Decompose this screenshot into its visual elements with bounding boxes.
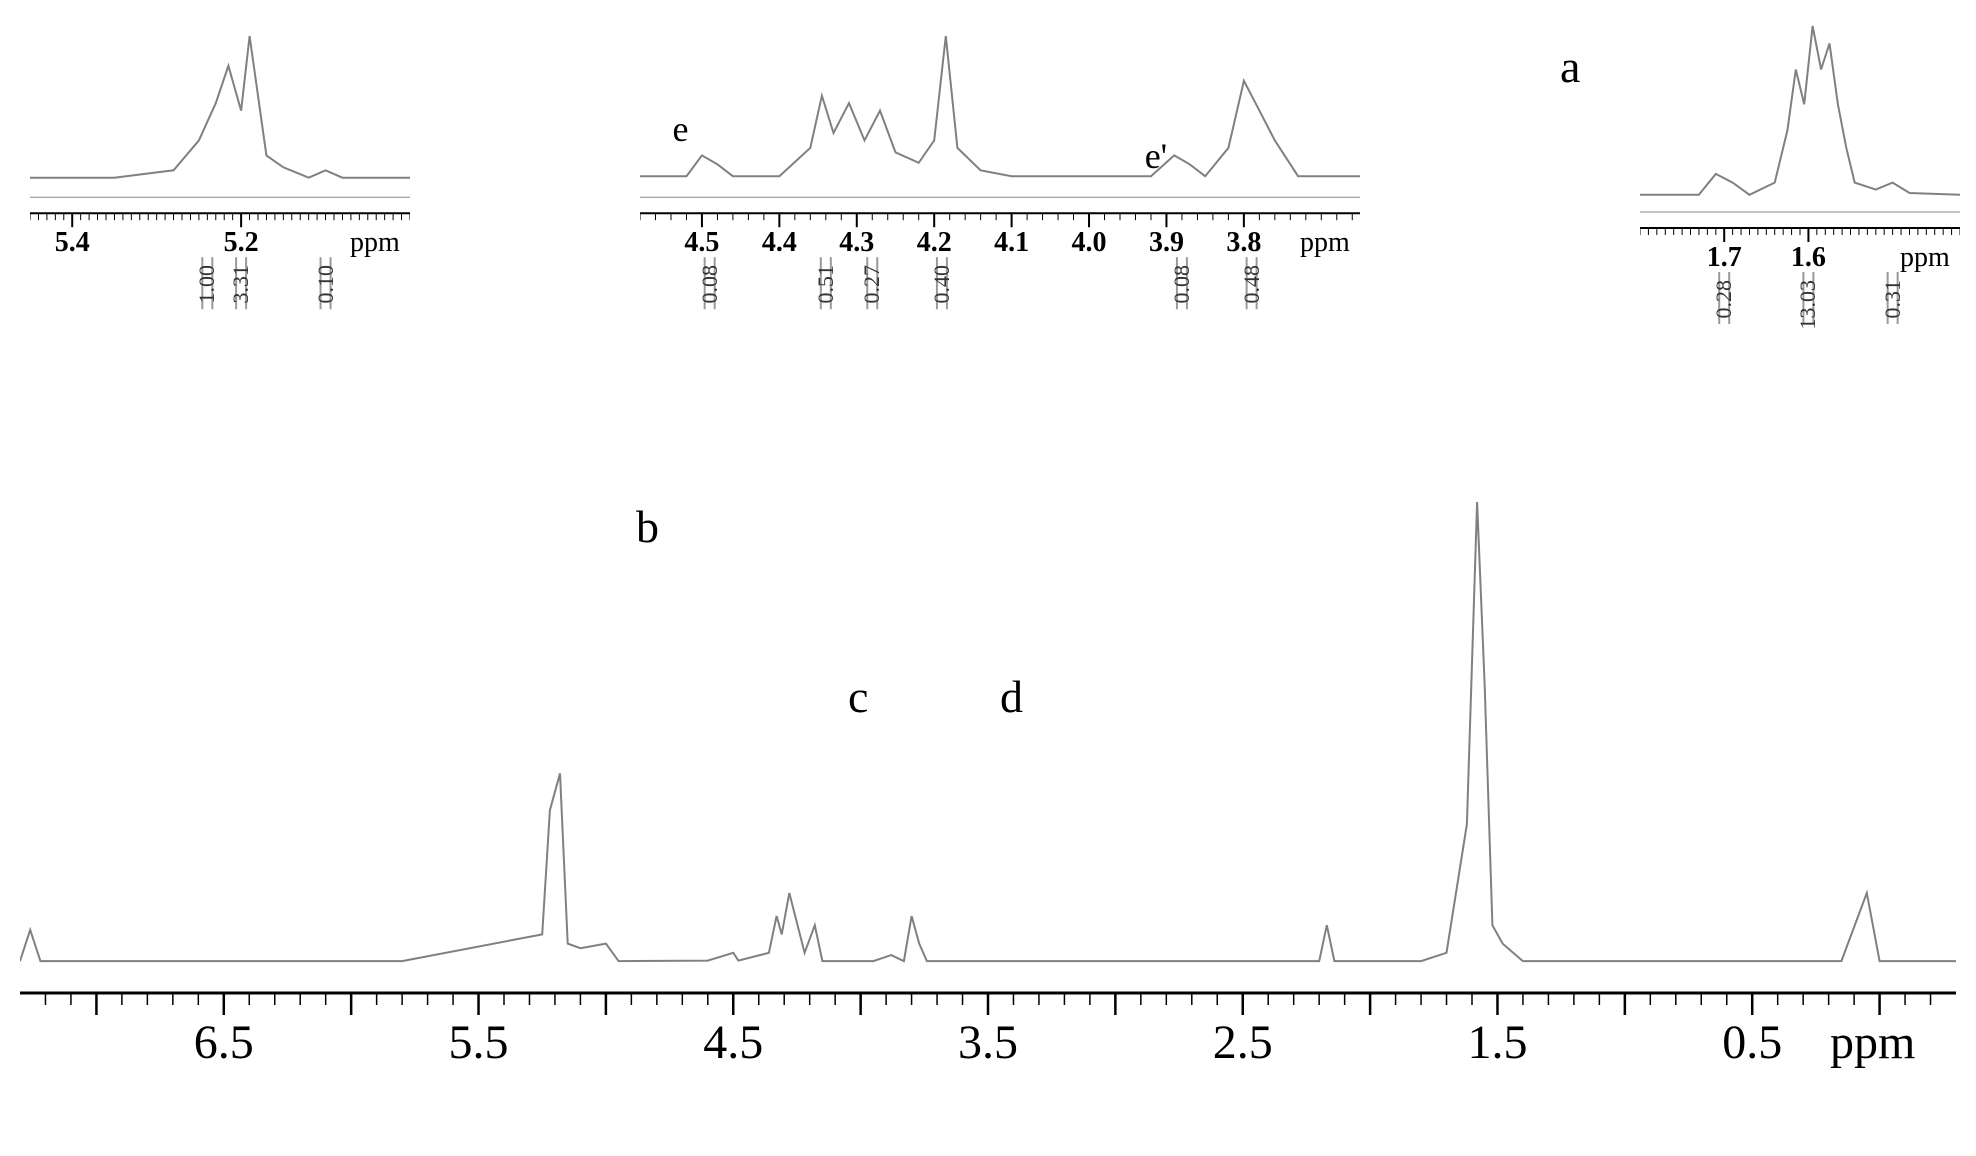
integration-value: 0.27 bbox=[859, 265, 885, 304]
peak-label: d bbox=[1000, 670, 1023, 723]
inset-axis-tick-label: 3.8 bbox=[1226, 227, 1261, 259]
inset-axis-tick-label: 5.2 bbox=[224, 227, 259, 259]
inset-axis-tick-label: 4.3 bbox=[839, 227, 874, 259]
integration-value: 0.08 bbox=[697, 265, 723, 304]
integration-value: 0.31 bbox=[1880, 280, 1906, 319]
inset-axis-unit: ppm bbox=[1300, 227, 1350, 259]
main-axis-tick-label: 4.5 bbox=[703, 1015, 763, 1070]
inset-axis-tick-label: 1.6 bbox=[1791, 242, 1826, 274]
inset-peak-label: e bbox=[672, 108, 688, 150]
inset-axis-unit: ppm bbox=[1900, 242, 1950, 274]
main-axis-tick-label: 6.5 bbox=[194, 1015, 254, 1070]
integration-value: 0.28 bbox=[1711, 280, 1737, 319]
nmr-inset: 1.7 1.6 ppm 0.28 13.03 0.31 bbox=[1640, 20, 1960, 460]
inset-axis-tick-label: 3.9 bbox=[1149, 227, 1184, 259]
main-axis-tick-label: 5.5 bbox=[449, 1015, 509, 1070]
main-axis-tick-label: 0.5 bbox=[1722, 1015, 1782, 1070]
main-axis-unit: ppm bbox=[1830, 1015, 1915, 1070]
inset-axis-tick-label: 4.5 bbox=[684, 227, 719, 259]
peak-label: c bbox=[848, 670, 868, 723]
inset-axis-unit: ppm bbox=[350, 227, 400, 259]
inset-axis-tick-label: 4.4 bbox=[762, 227, 797, 259]
integration-value: 13.03 bbox=[1795, 280, 1821, 330]
nmr-inset: 4.5 4.4 4.3 4.2 4.1 4.0 3.9 3.8 ppm 0.08 0.51 0.27 0… bbox=[640, 30, 1360, 430]
inset-axis-tick-label: 1.7 bbox=[1707, 242, 1742, 274]
main-axis-tick-label: 1.5 bbox=[1467, 1015, 1527, 1070]
main-axis-tick-label: 3.5 bbox=[958, 1015, 1018, 1070]
integration-value: 0.40 bbox=[929, 265, 955, 304]
inset-spectrum bbox=[1640, 20, 1960, 440]
integration-value: 0.51 bbox=[813, 265, 839, 304]
integration-value: 1.00 bbox=[194, 265, 220, 304]
peak-label: a bbox=[1560, 40, 1580, 93]
main-axis-tick-label: 2.5 bbox=[1213, 1015, 1273, 1070]
inset-peak-label: e' bbox=[1145, 135, 1167, 177]
inset-spectrum bbox=[640, 30, 1360, 410]
main-nmr-spectrum bbox=[20, 480, 1956, 980]
inset-axis-tick-label: 4.0 bbox=[1072, 227, 1107, 259]
peak-label: b bbox=[636, 500, 659, 553]
integration-value: 0.48 bbox=[1239, 265, 1265, 304]
integration-value: 0.08 bbox=[1169, 265, 1195, 304]
nmr-inset: 5.4 5.2 ppm 1.00 3.31 0.10 bbox=[30, 30, 410, 430]
inset-axis-tick-label: 5.4 bbox=[55, 227, 90, 259]
inset-spectrum bbox=[30, 30, 410, 410]
integration-value: 0.10 bbox=[313, 265, 339, 304]
inset-axis-tick-label: 4.2 bbox=[917, 227, 952, 259]
inset-axis-tick-label: 4.1 bbox=[994, 227, 1029, 259]
integration-value: 3.31 bbox=[228, 265, 254, 304]
